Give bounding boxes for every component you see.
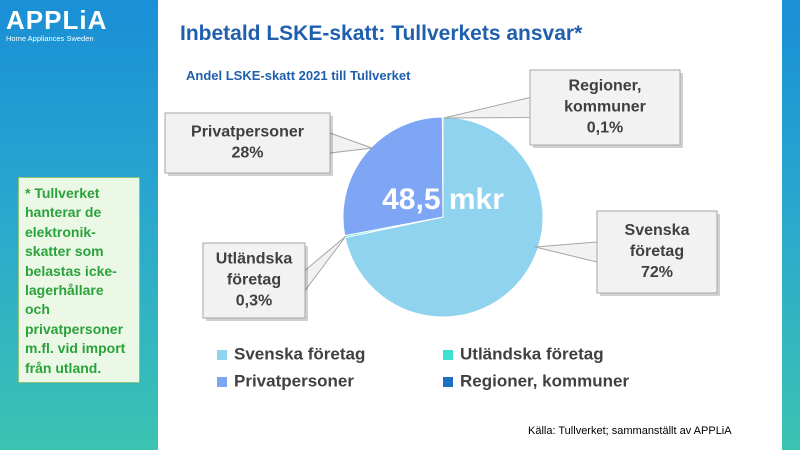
legend-swatch-3 (443, 377, 453, 387)
legend-label-2: Privatpersoner (234, 371, 354, 390)
legend-item-0: Svenska företag (217, 344, 365, 363)
data-label-0-1: företag (630, 243, 684, 260)
chart-subtitle: Andel LSKE-skatt 2021 till Tullverket (186, 68, 411, 83)
pie-slice-0 (344, 116, 544, 318)
legend-swatch-0 (217, 350, 227, 360)
callout-pointer-1 (304, 235, 347, 292)
legend-item-3: Regioner, kommuner (443, 371, 629, 390)
callout-pointer-0 (534, 241, 598, 263)
legend-swatch-2 (217, 377, 227, 387)
legend-label-3: Regioner, kommuner (460, 371, 629, 390)
callout-box-0 (596, 210, 718, 294)
legend-label-0: Svenska företag (234, 344, 365, 363)
legend-swatch-1 (443, 350, 453, 360)
data-label-2-1: 28% (231, 145, 263, 162)
callout-3: Regioner, kommuner 0,1% (443, 69, 683, 148)
data-label-1-0: Utländska (216, 251, 293, 268)
data-label-3-1: kommuner (564, 99, 646, 116)
pie-slice-2 (342, 116, 444, 237)
callout-box-3 (529, 69, 681, 146)
footnote-box: * Tullverket hanterar de elektronik- ska… (18, 177, 140, 383)
legend-label-1: Utländska företag (460, 344, 604, 363)
callout-box-2 (164, 112, 331, 174)
data-label-1-2: 0,3% (236, 293, 272, 310)
data-label-3-2: 0,1% (587, 120, 623, 137)
callout-pointer-2 (329, 132, 373, 154)
data-label-1-1: företag (227, 272, 281, 289)
logo-tagline: Home Appliances Sweden (6, 34, 94, 43)
pie-slice-3 (441, 116, 444, 218)
pie-center-label: 48,5 mkr (382, 183, 504, 216)
callout-2: Privatpersoner 28% (164, 112, 373, 176)
legend-item-2: Privatpersoner (217, 371, 354, 390)
data-label-0-2: 72% (641, 264, 673, 281)
callout-pointer-3 (443, 96, 531, 119)
data-label-3-0: Regioner, (569, 78, 642, 95)
legend-item-1: Utländska företag (443, 344, 604, 363)
callout-0: Svenska företag 72% (534, 210, 720, 296)
callout-box-1 (202, 242, 306, 319)
logo-word: APPLiA (6, 5, 108, 35)
source-note: Källa: Tullverket; sammanställt av APPLi… (528, 425, 732, 437)
data-label-2-0: Privatpersoner (191, 124, 304, 141)
slide-title: Inbetald LSKE-skatt: Tullverkets ansvar* (180, 22, 583, 45)
applia-logo: APPLiA Home Appliances Sweden (6, 6, 156, 44)
data-label-0-0: Svenska (625, 222, 690, 239)
callout-1: Utländska företag 0,3% (202, 235, 347, 321)
